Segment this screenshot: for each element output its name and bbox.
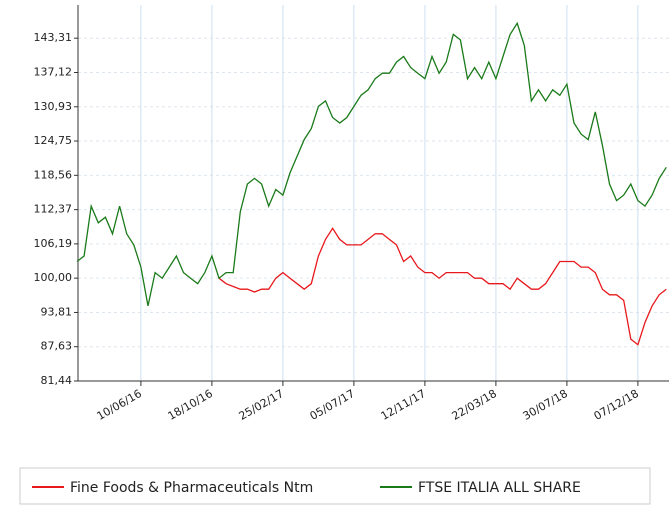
- x-tick-label: 18/10/16: [166, 387, 215, 423]
- x-tick-label: 12/11/17: [379, 387, 428, 423]
- x-tick-label: 07/12/18: [592, 387, 641, 423]
- x-tick-label: 30/07/18: [521, 387, 570, 423]
- y-tick-label: 100,00: [34, 271, 73, 284]
- legend-label: Fine Foods & Pharmaceuticals Ntm: [70, 480, 313, 496]
- y-tick-label: 93,81: [41, 305, 73, 318]
- x-tick-label: 05/07/17: [308, 387, 357, 423]
- y-tick-label: 87,63: [41, 340, 73, 353]
- y-tick-label: 106,19: [34, 237, 73, 250]
- series-line: [76, 21, 667, 307]
- y-tick-label: 143,31: [34, 31, 73, 44]
- y-tick-label: 112,37: [34, 203, 73, 216]
- y-tick-label: 81,44: [41, 374, 73, 387]
- y-tick-label: 124,75: [34, 134, 73, 147]
- y-tick-label: 137,12: [34, 65, 73, 78]
- y-tick-label: 130,93: [34, 100, 73, 113]
- y-tick-label: 118,56: [34, 168, 73, 181]
- x-tick-label: 25/02/17: [237, 387, 286, 423]
- legend-label: FTSE ITALIA ALL SHARE: [418, 480, 581, 496]
- legend-box: [19, 467, 651, 505]
- x-tick-label: 10/06/16: [95, 387, 144, 423]
- series-line: [218, 227, 667, 346]
- x-tick-label: 22/03/18: [450, 387, 499, 423]
